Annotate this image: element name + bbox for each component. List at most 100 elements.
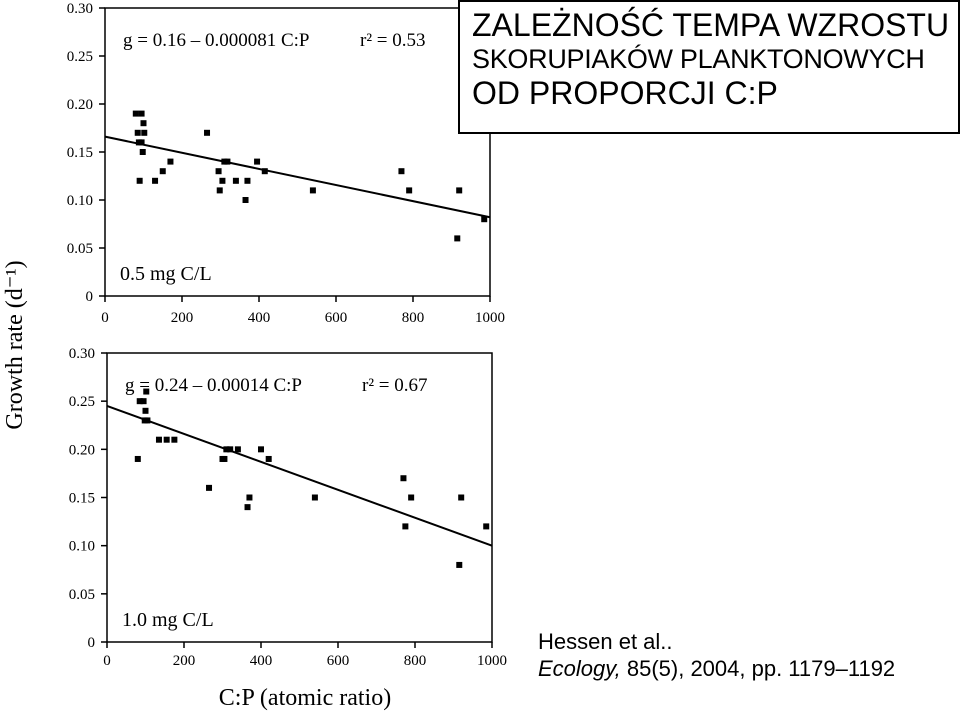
data-point xyxy=(215,168,222,175)
data-point xyxy=(221,158,228,165)
data-point xyxy=(265,455,272,462)
x-tick-label: 600 xyxy=(325,310,348,326)
top-panel: 0 0.05 0.10 0.15 0.20 0.25 0.30 0 200 400 600 800 10… xyxy=(67,1,505,326)
data-point xyxy=(134,129,141,136)
y-tick-label: 0.20 xyxy=(67,97,93,113)
data-point xyxy=(143,388,150,395)
data-point xyxy=(140,398,147,405)
y-tick-label: 0.15 xyxy=(69,491,95,507)
citation-authors: Hessen et al.. xyxy=(538,629,673,654)
panel-label: 0.5 mg C/L xyxy=(120,263,212,285)
x-tick-label: 1000 xyxy=(477,653,507,669)
data-point xyxy=(219,177,226,184)
y-tick-label: 0.05 xyxy=(69,587,95,603)
regression-equation: g = 0.16 – 0.000081 C:P xyxy=(123,30,309,51)
data-point xyxy=(132,110,139,117)
data-point xyxy=(136,398,143,405)
data-point xyxy=(258,446,264,453)
data-point xyxy=(246,494,253,501)
data-point xyxy=(163,436,170,443)
regression-line xyxy=(106,405,493,547)
panel-label: 1.0 mg C/L xyxy=(122,609,214,631)
x-tick-label: 400 xyxy=(248,310,271,326)
y-tick-label: 0.15 xyxy=(67,145,93,161)
regression-line xyxy=(104,135,491,219)
data-point xyxy=(458,494,465,501)
data-point xyxy=(136,177,143,184)
data-point xyxy=(244,177,251,184)
data-point xyxy=(454,235,461,242)
y-tick-label: 0 xyxy=(86,289,94,305)
citation: Hessen et al.. Ecology, 85(5), 2004, pp.… xyxy=(538,628,958,682)
x-axis-label: C:P (atomic ratio) xyxy=(219,685,391,711)
x-tick-label: 600 xyxy=(327,653,350,669)
citation-source: Ecology, 85(5), 2004, pp. 1179–1192 xyxy=(538,655,958,682)
data-point xyxy=(140,120,147,127)
data-point xyxy=(155,436,162,443)
data-point xyxy=(400,475,407,482)
data-point xyxy=(204,129,211,136)
data-point xyxy=(232,177,239,184)
data-point xyxy=(224,158,231,165)
data-point xyxy=(242,197,249,203)
x-tick-label: 200 xyxy=(171,310,194,326)
data-point xyxy=(138,110,145,117)
r-squared: r² = 0.67 xyxy=(362,375,428,396)
y-axis-label: Growth rate (d⁻¹) xyxy=(2,260,28,429)
data-point xyxy=(167,158,174,165)
data-point xyxy=(221,455,228,462)
bottom-panel: 0 0.05 0.10 0.15 0.20 0.25 0.30 0 200 400 600 800 10… xyxy=(69,346,507,669)
citation-journal: Ecology, xyxy=(538,656,621,681)
data-point xyxy=(134,455,141,462)
citation-details: 85(5), 2004, pp. 1179–1192 xyxy=(620,656,896,681)
data-point xyxy=(216,187,223,194)
x-tick-label: 200 xyxy=(173,653,196,669)
y-tick-label: 0.20 xyxy=(69,442,95,458)
data-point xyxy=(261,168,268,175)
data-point xyxy=(227,446,234,453)
data-point xyxy=(139,149,146,155)
title-line-2: SKORUPIAKÓW PLANKTONOWYCH xyxy=(472,44,925,74)
y-tick-label: 0.10 xyxy=(69,539,95,555)
y-tick-label: 0.30 xyxy=(69,346,95,362)
title-line-1: ZALEŻNOŚĆ TEMPA WZROSTU xyxy=(472,7,950,43)
y-tick-label: 0.25 xyxy=(69,394,95,410)
data-point xyxy=(171,436,178,443)
data-point xyxy=(138,139,145,146)
x-tick-label: 0 xyxy=(101,310,109,326)
y-tick-label: 0.10 xyxy=(67,193,93,209)
plot-frame xyxy=(106,352,493,643)
x-tick-label: 800 xyxy=(402,310,425,326)
x-tick-label: 400 xyxy=(250,653,273,669)
x-tick-label: 0 xyxy=(103,653,111,669)
x-tick-label: 1000 xyxy=(475,310,505,326)
data-point xyxy=(244,504,251,511)
data-point xyxy=(144,417,151,424)
data-point xyxy=(456,561,463,568)
y-tick-label: 0.30 xyxy=(67,1,93,17)
data-point xyxy=(206,484,213,491)
plot-frame xyxy=(104,7,491,297)
data-point xyxy=(483,523,490,530)
data-point xyxy=(311,494,318,501)
data-point xyxy=(142,407,149,414)
data-point xyxy=(406,187,413,194)
regression-equation: g = 0.24 – 0.00014 C:P xyxy=(125,375,302,396)
data-point xyxy=(408,494,415,501)
title-line-3: OD PROPORCJI C:P xyxy=(472,75,778,111)
data-point xyxy=(309,187,316,194)
data-point xyxy=(254,158,261,165)
data-point xyxy=(456,187,463,194)
data-point xyxy=(152,177,159,184)
data-point xyxy=(402,523,409,530)
data-point xyxy=(159,168,166,175)
data-point xyxy=(141,129,148,136)
data-point xyxy=(234,446,241,453)
slide-title-box: ZALEŻNOŚĆ TEMPA WZROSTU SKORUPIAKÓW PLAN… xyxy=(458,0,960,134)
r-squared: r² = 0.53 xyxy=(360,30,426,51)
x-tick-label: 800 xyxy=(404,653,427,669)
y-tick-label: 0.25 xyxy=(67,49,93,65)
data-point xyxy=(481,216,488,223)
data-point xyxy=(398,168,405,175)
y-tick-label: 0.05 xyxy=(67,241,93,257)
